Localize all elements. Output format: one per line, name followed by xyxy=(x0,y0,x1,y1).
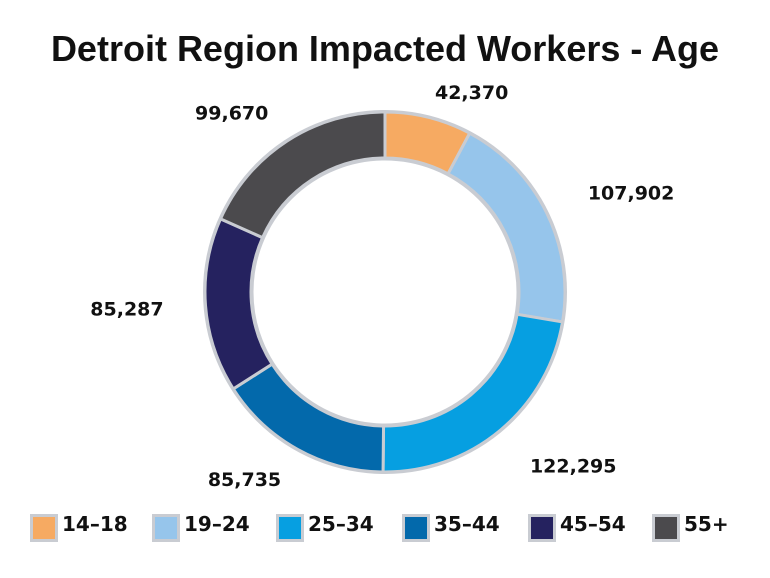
legend-swatch-55-plus xyxy=(652,514,680,542)
donut-hole xyxy=(250,157,520,427)
legend-swatch-14-18 xyxy=(30,514,58,542)
legend-label-35-44: 35–44 xyxy=(434,512,500,536)
donut-data-labels: 42,370 107,902 122,295 85,735 85,287 99,670 xyxy=(90,82,674,491)
legend-label-19-24: 19–24 xyxy=(184,512,250,536)
legend-swatch-25-34 xyxy=(276,514,304,542)
data-label-35-44: 85,735 xyxy=(208,469,281,491)
donut-slices xyxy=(203,110,567,474)
legend-label-55-plus: 55+ xyxy=(684,512,729,536)
legend-swatch-19-24 xyxy=(152,514,180,542)
chart-title: Detroit Region Impacted Workers - Age xyxy=(50,28,720,69)
data-label-25-34: 122,295 xyxy=(530,455,617,477)
legend-swatch-45-54 xyxy=(528,514,556,542)
legend: 14–18 19–24 25–34 35–44 45–54 55+ xyxy=(30,510,750,550)
data-label-19-24: 107,902 xyxy=(588,182,675,204)
legend-swatch-35-44 xyxy=(402,514,430,542)
legend-label-25-34: 25–34 xyxy=(308,512,374,536)
legend-label-14-18: 14–18 xyxy=(62,512,128,536)
legend-label-45-54: 45–54 xyxy=(560,512,626,536)
data-label-55: 99,670 xyxy=(195,103,268,125)
data-label-14-18: 42,370 xyxy=(435,82,508,104)
data-label-45-54: 85,287 xyxy=(90,299,163,321)
